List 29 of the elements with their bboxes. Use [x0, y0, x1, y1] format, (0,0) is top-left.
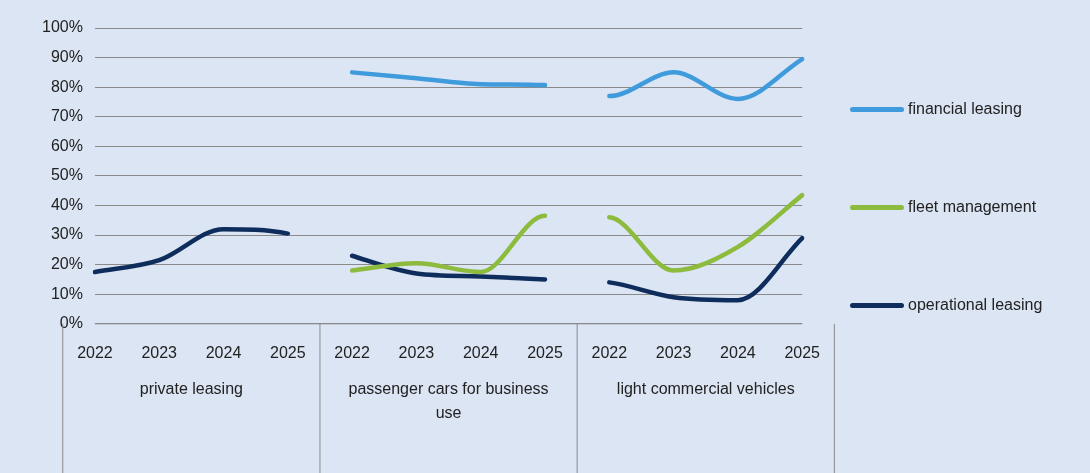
x-tick-label: 2022	[334, 343, 371, 361]
x-tick-label: 2024	[462, 343, 499, 361]
y-tick-label: 30%	[50, 225, 83, 243]
x-tick-label: 2022	[591, 343, 628, 361]
x-tick-label: 2023	[398, 343, 435, 361]
x-tick-label: 2025	[527, 343, 563, 361]
y-tick-label: 50%	[50, 166, 83, 184]
x-tick-label: 2025	[270, 343, 306, 361]
x-tick-label: 2025	[784, 343, 821, 361]
y-tick-label: 60%	[50, 136, 83, 154]
text: private leasing	[139, 380, 243, 398]
y-tick-label: 10%	[50, 284, 83, 302]
text: light commercial vehicles	[616, 380, 795, 398]
y-tick-label: 70%	[50, 107, 83, 125]
y-tick-label: 0%	[59, 314, 83, 332]
x-tick-label: 2022	[77, 343, 113, 361]
x-tick-label: 2023	[655, 343, 692, 361]
y-tick-label: 40%	[50, 195, 83, 213]
y-tick-label: 100%	[42, 18, 83, 36]
text: passenger cars for business use	[348, 380, 549, 422]
x-tick-label: 2024	[720, 343, 756, 361]
x-tick-label: 2023	[141, 343, 178, 361]
legend-label: operational leasing	[908, 296, 1043, 314]
legend-label: financial leasing	[908, 100, 1022, 118]
y-tick-label: 90%	[50, 47, 83, 65]
legend-label: fleet management	[908, 198, 1037, 216]
y-tick-label: 80%	[50, 77, 83, 95]
x-tick-label: 2024	[205, 343, 242, 361]
y-tick-label: 20%	[50, 255, 83, 273]
